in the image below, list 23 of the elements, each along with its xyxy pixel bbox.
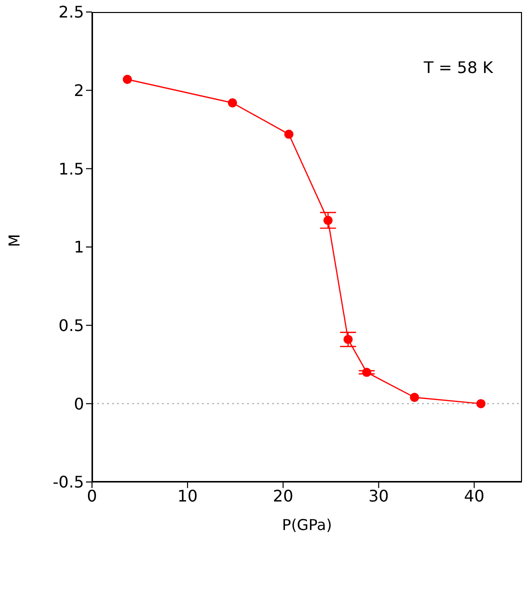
x-tick-label: 30 [368,486,389,506]
x-axis-title: P(GPa) [282,516,332,534]
x-tick-label: 10 [177,486,198,506]
x-tick-label: 40 [464,486,484,506]
x-tick-label: 0 [86,486,98,506]
y-tick-label: -0.5 [52,472,84,492]
point [410,392,420,402]
y-tick-label: 0.5 [58,316,84,336]
y-tick-label: 0 [74,394,84,414]
y-tick-label: 2.5 [58,2,84,22]
point [228,98,238,108]
point [362,368,372,377]
y-tick-label: 1.5 [58,159,84,178]
y-axis-title: M [5,234,24,247]
point [323,216,333,225]
x-tick-label: 20 [272,486,294,506]
annotation: T = 58 K [424,58,493,77]
point [476,399,486,408]
y-tick-label: 1 [74,238,84,257]
y-tick-label: 2 [74,81,84,100]
point [343,334,353,344]
point [284,130,294,139]
point [122,74,132,84]
